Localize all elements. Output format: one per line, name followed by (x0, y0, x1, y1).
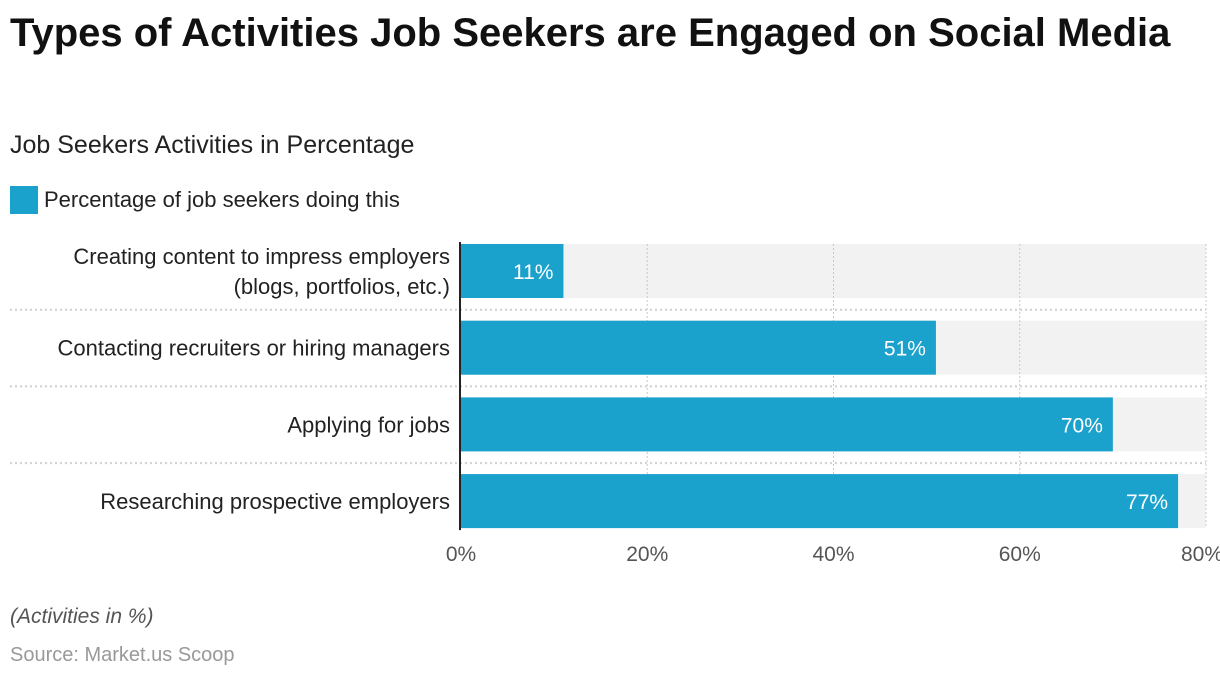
data-label: 70% (1061, 414, 1103, 437)
x-tick-label: 60% (999, 543, 1041, 566)
bar (461, 397, 1113, 452)
chart-subtitle: Job Seekers Activities in Percentage (10, 131, 415, 159)
legend: Percentage of job seekers doing this (10, 186, 400, 214)
data-label: 11% (513, 261, 553, 284)
data-label: 51% (884, 338, 926, 361)
chart-title: Types of Activities Job Seekers are Enga… (10, 11, 1171, 55)
category-label: Contacting recruiters or hiring managers (57, 336, 450, 361)
x-tick-label: 80% (1181, 543, 1220, 566)
bar (461, 244, 564, 298)
bar (461, 320, 936, 375)
legend-label: Percentage of job seekers doing this (44, 187, 400, 212)
x-tick-label: 0% (446, 543, 476, 566)
source: Source: Market.us Scoop (10, 644, 235, 666)
category-label: Applying for jobs (287, 412, 450, 437)
data-label: 77% (1126, 491, 1168, 514)
category-label: Researching prospective employers (100, 489, 450, 514)
x-tick-label: 20% (626, 543, 668, 566)
bar (461, 474, 1179, 529)
footnote: (Activities in %) (10, 605, 154, 628)
category-label: (blogs, portfolios, etc.) (234, 274, 450, 299)
x-tick-label: 40% (812, 543, 854, 566)
category-label: Creating content to impress employers (73, 244, 450, 269)
legend-swatch (10, 186, 38, 214)
